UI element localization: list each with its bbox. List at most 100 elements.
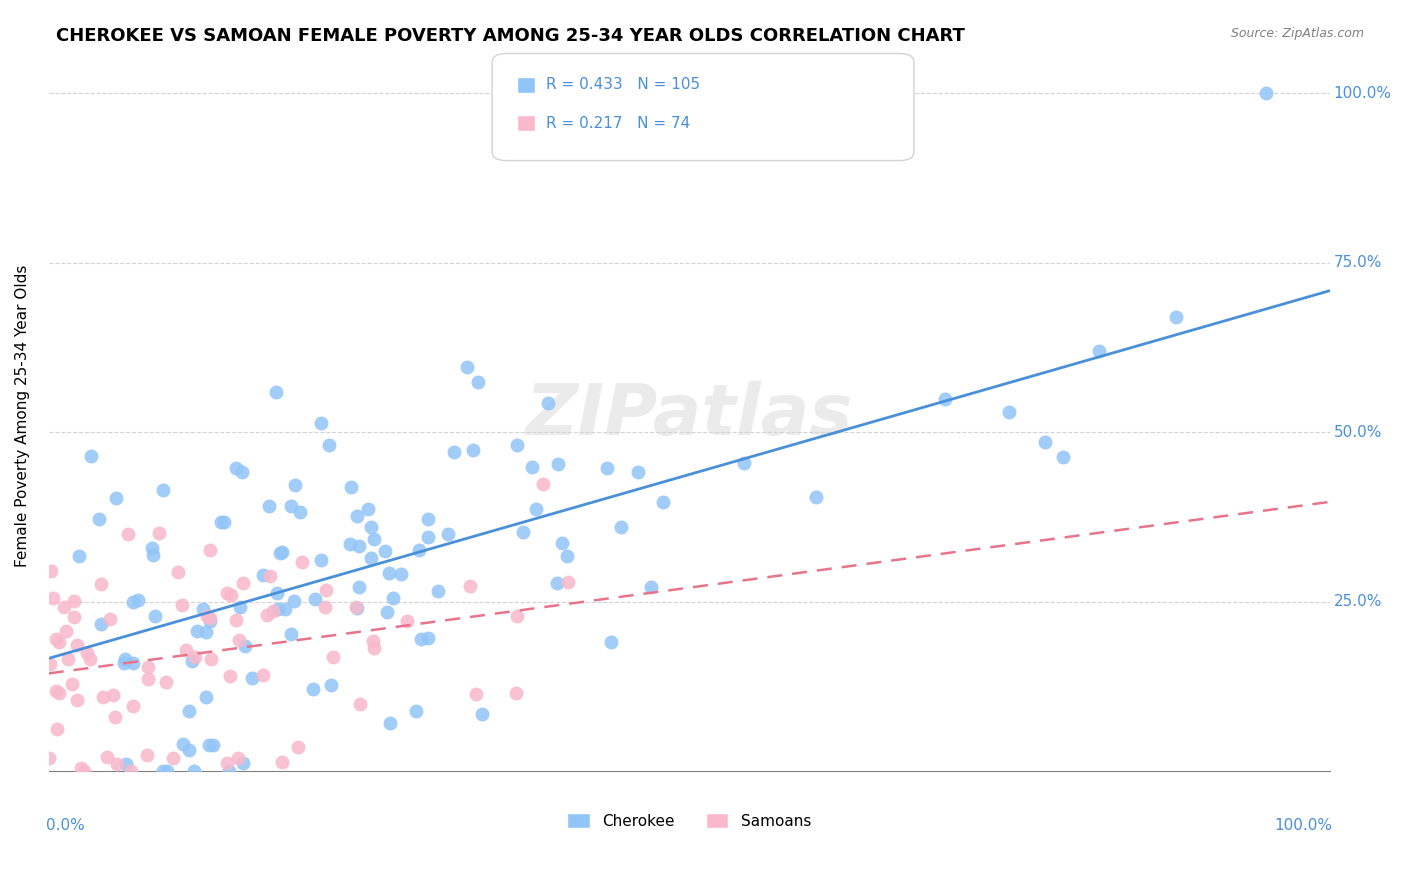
Point bbox=[409, 632, 432, 647]
Point bbox=[172, 738, 194, 752]
Point bbox=[418, 631, 440, 645]
Point bbox=[356, 501, 378, 516]
Point bbox=[195, 609, 218, 624]
Point bbox=[209, 515, 232, 529]
Point bbox=[200, 652, 222, 666]
Point bbox=[63, 609, 86, 624]
Point bbox=[318, 438, 340, 452]
Point bbox=[405, 704, 427, 718]
Point bbox=[610, 520, 633, 534]
Point bbox=[283, 593, 305, 607]
Point bbox=[67, 549, 90, 563]
Point bbox=[389, 566, 412, 581]
Point bbox=[155, 675, 177, 690]
Point bbox=[547, 458, 569, 472]
Point bbox=[322, 649, 344, 664]
Point bbox=[522, 459, 544, 474]
Point bbox=[215, 756, 238, 770]
Point bbox=[309, 553, 332, 567]
Point bbox=[506, 438, 529, 452]
Text: 25.0%: 25.0% bbox=[1333, 594, 1382, 609]
Point bbox=[225, 613, 247, 627]
Point bbox=[360, 520, 382, 534]
Point bbox=[191, 602, 214, 616]
Point bbox=[117, 527, 139, 541]
Point bbox=[302, 682, 325, 697]
Point bbox=[228, 633, 250, 648]
Point bbox=[460, 579, 482, 593]
Point bbox=[363, 532, 385, 546]
Point bbox=[38, 657, 60, 671]
Point bbox=[252, 567, 274, 582]
Point bbox=[141, 541, 163, 555]
Point bbox=[63, 594, 86, 608]
Point bbox=[524, 501, 547, 516]
Text: CHEROKEE VS SAMOAN FEMALE POVERTY AMONG 25-34 YEAR OLDS CORRELATION CHART: CHEROKEE VS SAMOAN FEMALE POVERTY AMONG … bbox=[56, 27, 965, 45]
Point bbox=[512, 524, 534, 539]
Point bbox=[184, 650, 207, 665]
Point bbox=[505, 685, 527, 699]
Point bbox=[640, 580, 662, 594]
Point bbox=[264, 384, 287, 399]
Point bbox=[115, 756, 138, 771]
Point bbox=[122, 656, 145, 670]
Point bbox=[360, 550, 382, 565]
Point bbox=[120, 764, 142, 779]
Point bbox=[470, 707, 492, 722]
Point bbox=[804, 490, 827, 504]
Point bbox=[232, 575, 254, 590]
Text: ZIPatlas: ZIPatlas bbox=[526, 381, 853, 450]
Point bbox=[122, 595, 145, 609]
Point bbox=[233, 639, 256, 653]
Point bbox=[219, 669, 242, 683]
Point bbox=[48, 686, 70, 700]
Text: 75.0%: 75.0% bbox=[1333, 255, 1382, 270]
Point bbox=[70, 761, 93, 775]
Point bbox=[418, 512, 440, 526]
Point bbox=[53, 599, 76, 614]
Text: R = 0.217   N = 74: R = 0.217 N = 74 bbox=[547, 116, 690, 130]
Point bbox=[1254, 87, 1277, 101]
Point bbox=[934, 392, 956, 406]
Point bbox=[122, 699, 145, 714]
Point bbox=[105, 756, 128, 771]
Point bbox=[998, 405, 1021, 419]
Point bbox=[198, 738, 221, 752]
Point bbox=[79, 652, 101, 666]
Point bbox=[231, 465, 253, 479]
Text: 100.0%: 100.0% bbox=[1333, 86, 1392, 101]
Point bbox=[45, 632, 67, 646]
Point bbox=[240, 671, 263, 685]
Point bbox=[221, 589, 243, 603]
Point bbox=[557, 549, 579, 563]
Point bbox=[270, 755, 292, 769]
Point bbox=[91, 690, 114, 704]
Legend: Cherokee, Samoans: Cherokee, Samoans bbox=[561, 806, 817, 835]
Point bbox=[105, 491, 128, 506]
Point bbox=[456, 359, 478, 374]
Point bbox=[1033, 434, 1056, 449]
Point bbox=[225, 460, 247, 475]
Point bbox=[347, 580, 370, 594]
Point bbox=[344, 599, 367, 614]
Point bbox=[269, 546, 291, 560]
Point bbox=[280, 627, 302, 641]
Point bbox=[467, 375, 489, 389]
Point bbox=[195, 625, 218, 640]
Point bbox=[377, 566, 399, 581]
Point bbox=[138, 672, 160, 686]
Point bbox=[135, 747, 157, 762]
Point bbox=[72, 764, 94, 779]
Point bbox=[252, 668, 274, 682]
Text: R = 0.433   N = 105: R = 0.433 N = 105 bbox=[547, 78, 700, 92]
Point bbox=[217, 586, 239, 600]
Point bbox=[177, 743, 200, 757]
Point bbox=[186, 624, 208, 639]
Point bbox=[90, 617, 112, 632]
Point bbox=[104, 710, 127, 724]
Point bbox=[46, 722, 69, 736]
Y-axis label: Female Poverty Among 25-34 Year Olds: Female Poverty Among 25-34 Year Olds bbox=[15, 264, 30, 566]
Point bbox=[38, 751, 60, 765]
Point bbox=[427, 584, 450, 599]
Point bbox=[284, 477, 307, 491]
